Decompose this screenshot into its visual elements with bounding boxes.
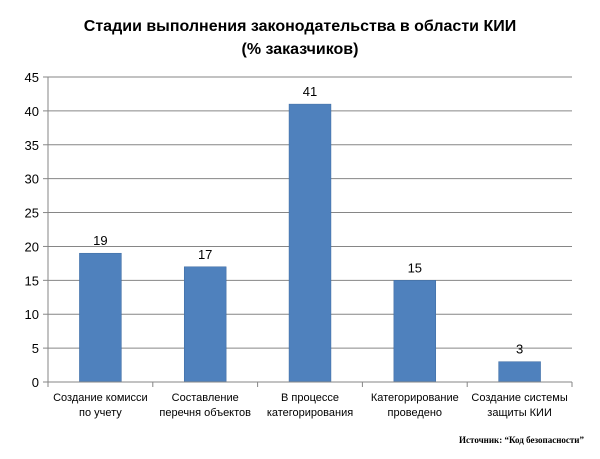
y-tick-label-40: 40 (25, 104, 39, 119)
chart-title: Стадии выполнения законодательства в обл… (84, 18, 516, 58)
category-label-4-line-2: проведено (388, 407, 443, 419)
y-tick-label-10: 10 (25, 307, 39, 322)
category-label-5-line-2: защиты КИИ (487, 407, 552, 419)
data-label-2: 17 (198, 247, 212, 262)
y-tick-label-30: 30 (25, 172, 39, 187)
bar-3 (288, 103, 332, 383)
bar-2 (183, 266, 227, 383)
y-tick-label-35: 35 (25, 138, 39, 153)
y-tick-label-15: 15 (25, 273, 39, 288)
y-tick-label-0: 0 (32, 375, 39, 390)
category-label-1: Создание комисси по учету (53, 392, 148, 419)
category-label-5-line-1: Создание системы (471, 392, 567, 404)
data-label-5: 3 (516, 342, 523, 357)
y-axis: 0 5 10 15 20 25 30 35 40 45 (25, 70, 49, 390)
x-axis: Создание комисси по учету Составление переч… (47, 381, 573, 419)
bar-4 (393, 280, 437, 383)
category-label-2: Составление перечня объектов (159, 392, 251, 419)
category-label-4: Категорирование проведено (371, 392, 459, 419)
bars (79, 103, 541, 383)
data-label-4: 15 (408, 260, 422, 275)
data-label-3: 41 (303, 84, 317, 99)
category-label-1-line-2: по учету (79, 407, 122, 419)
category-label-3-line-1: В процессе (281, 392, 339, 404)
chart-title-line-2: (% заказчиков) (242, 41, 359, 58)
category-label-4-line-1: Категорирование (371, 392, 459, 404)
category-label-3: В процессе категорирования (267, 392, 353, 419)
category-label-3-line-2: категорирования (267, 407, 353, 419)
y-tick-label-45: 45 (25, 70, 39, 85)
bar-5 (498, 361, 541, 383)
data-labels: 19 17 41 15 3 (93, 84, 523, 357)
category-label-2-line-1: Составление (172, 392, 239, 404)
source-note: Источник: “Код безопасности” (459, 435, 584, 445)
bar-1 (79, 252, 122, 383)
chart-title-line-1: Стадии выполнения законодательства в обл… (84, 18, 516, 35)
category-label-5: Создание системы защиты КИИ (471, 392, 567, 419)
category-label-2-line-2: перечня объектов (159, 407, 251, 419)
y-tick-label-5: 5 (32, 341, 39, 356)
y-tick-label-20: 20 (25, 239, 39, 254)
category-label-1-line-1: Создание комисси (53, 392, 148, 404)
data-label-1: 19 (93, 233, 107, 248)
y-tick-label-25: 25 (25, 206, 39, 221)
